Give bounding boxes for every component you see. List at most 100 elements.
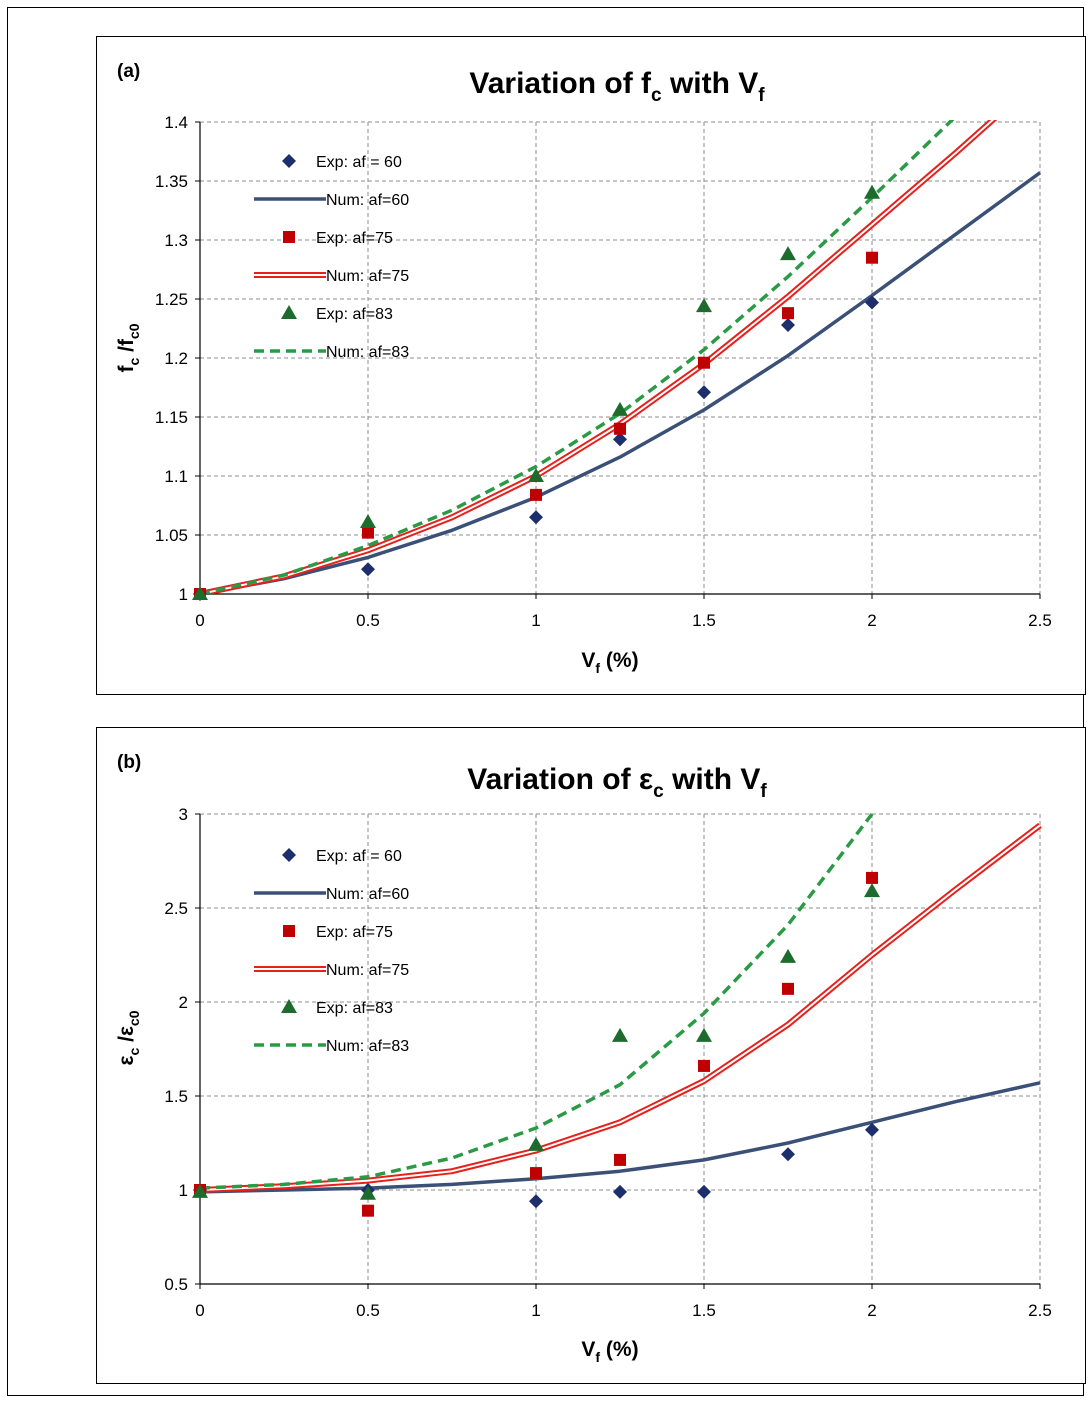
chart-b-xlabel-sub: f (595, 1349, 600, 1365)
chart-b-x-tick-label: 2 (867, 1301, 876, 1320)
chart-a-y-tick-label: 1.35 (155, 172, 188, 191)
chart-a-x-tick-label: 0 (195, 611, 204, 630)
chart-a-point-triangle (864, 184, 880, 199)
chart-b-xlabel-text: V (581, 1338, 595, 1361)
chart-b-ylabel-sub: c (126, 1048, 142, 1056)
chart-a-series-num-af-83 (200, 120, 955, 594)
chart-a-xlabel-text: (%) (600, 649, 639, 672)
chart-a-x-tick-label: 1 (531, 611, 540, 630)
figure-frame: 1 1.05 1.1 1.15 1.2 1.25 1.3 1.35 1.4 0 0.5 1 1.5 2 2.… (7, 7, 1086, 1396)
chart-b-ylabel-text: ε (115, 1055, 138, 1065)
chart-a-point-square (866, 251, 878, 264)
chart-b-title-sub: c (653, 781, 664, 802)
chart-a-ylabel-text: /f (115, 338, 138, 358)
chart-b-legend-label: Num: af=60 (326, 886, 409, 903)
chart-b-title: Variation of εc with Vf (467, 763, 767, 802)
chart-b-x-tick-label: 1.5 (692, 1301, 716, 1320)
chart-a-y-tick-label: 1.05 (155, 526, 188, 545)
chart-b-y-tick-label: 0.5 (164, 1275, 188, 1294)
chart-a-y-tick-label: 1.25 (155, 290, 188, 309)
chart-a-legend-label: Exp: af=75 (316, 230, 393, 247)
chart-a-y-tick-label: 1.4 (164, 113, 188, 132)
chart-a-y-tick-label: 1 (179, 585, 188, 604)
chart-a-x-tick-label: 2.5 (1028, 611, 1052, 630)
chart-a-point-triangle (192, 586, 208, 600)
chart-a-svg: 1 1.05 1.1 1.15 1.2 1.25 1.3 1.35 1.4 0 0.5 1 1.5 2 2.… (115, 61, 1052, 676)
chart-b-x-tick-label: 1 (531, 1301, 540, 1320)
chart-b-plot-area (200, 812, 1042, 1194)
chart-b-y-tick-label: 3 (179, 805, 188, 824)
chart-a-panel-label: (a) (117, 61, 140, 82)
chart-b-ylabel-sub: c0 (126, 1010, 142, 1026)
chart-b-legend-label: Exp: af = 60 (316, 848, 402, 865)
chart-a-x-tick-label: 0.5 (356, 611, 380, 630)
chart-b-title-text: with V (664, 763, 761, 796)
chart-a-title-text: Variation of f (469, 67, 652, 100)
chart-b-point-triangle (696, 1027, 712, 1042)
chart-a-legend-label: Exp: af=83 (316, 306, 393, 323)
chart-a-xlabel-sub: f (595, 660, 600, 676)
chart-b-point-diamond (781, 1147, 795, 1162)
chart-a-xlabel-text: V (581, 649, 595, 672)
chart-b-point-square (362, 1204, 374, 1217)
chart-b-point-triangle (612, 1027, 628, 1042)
chart-b-panel-label: (b) (117, 752, 141, 773)
chart-b-title-text: Variation of ε (467, 763, 653, 796)
chart-b-x-tick-label: 0 (195, 1301, 204, 1320)
chart-b-legend-label: Exp: af=83 (316, 1000, 393, 1017)
chart-a-ylabel-sub: c (126, 358, 142, 366)
chart-a-legend-marker (281, 305, 297, 319)
chart-a-ylabel-sub: c0 (126, 323, 142, 339)
chart-b-point-triangle (780, 948, 796, 963)
chart-a-legend-label: Num: af=75 (326, 268, 409, 285)
chart-a-legend-marker (283, 231, 295, 243)
chart-b-legend-label: Exp: af=75 (316, 924, 393, 941)
chart-a-title-text: with V (662, 67, 759, 100)
chart-a-point-diamond (613, 432, 627, 447)
chart-b-svg: 0.5 1 1.5 2 2.5 3 0 0.5 1 1.5 2 2.5 (b) Variation of … (115, 752, 1052, 1365)
chart-a-point-diamond (529, 510, 543, 525)
chart-a-point-square (782, 307, 794, 320)
chart-a-point-square (362, 526, 374, 539)
chart-a-legend-label: Exp: af = 60 (316, 154, 402, 171)
chart-b-y-tick-label: 1 (179, 1181, 188, 1200)
chart-b-legend-label: Num: af=75 (326, 962, 409, 979)
chart-b-y-tick-label: 2 (179, 993, 188, 1012)
chart-b-point-triangle (528, 1136, 544, 1151)
chart-b-xlabel-text: (%) (600, 1338, 639, 1361)
chart-a-series-num-af-60 (200, 171, 1042, 594)
chart-a-point-triangle (780, 246, 796, 261)
chart-b-legend-marker (281, 999, 297, 1013)
chart-a-y-axis-label: fc /fc0 (115, 323, 142, 372)
chart-b-point-diamond (529, 1194, 543, 1209)
chart-a-point-square (530, 488, 542, 501)
chart-b-title-sub: f (760, 781, 767, 802)
chart-b-y-axis-label: εc /εc0 (115, 1010, 142, 1065)
chart-a-point-square (698, 356, 710, 369)
chart-a-title: Variation of fc with Vf (469, 67, 765, 106)
chart-a-point-diamond (361, 562, 375, 577)
chart-a-x-axis-label: Vf (%) (581, 649, 638, 676)
chart-a-legend-marker (282, 154, 296, 168)
chart-b-series-num-af-83 (200, 812, 874, 1190)
chart-a-point-square (614, 422, 626, 435)
chart-a-y-tick-label: 1.2 (164, 349, 188, 368)
chart-b-legend-marker (283, 925, 295, 937)
chart-panel-a: 1 1.05 1.1 1.15 1.2 1.25 1.3 1.35 1.4 0 0.5 1 1.5 2 2.… (96, 36, 1086, 695)
chart-b-series-num-af-60 (200, 1081, 1041, 1194)
chart-a-y-tick-label: 1.1 (164, 467, 188, 486)
chart-a-point-diamond (865, 295, 879, 310)
chart-a-point-diamond (697, 385, 711, 400)
chart-a-legend-label: Num: af=83 (326, 344, 409, 361)
chart-a-point-triangle (696, 298, 712, 313)
chart-b-series-num-af-75-inner (200, 824, 1041, 1191)
chart-b-x-tick-label: 0.5 (356, 1301, 380, 1320)
chart-b-point-square (530, 1167, 542, 1180)
chart-b-point-triangle (360, 1185, 376, 1200)
chart-a-point-diamond (781, 317, 795, 332)
chart-b-point-diamond (613, 1184, 627, 1199)
chart-panel-b: 0.5 1 1.5 2 2.5 3 0 0.5 1 1.5 2 2.5 (b) Variation of … (96, 727, 1086, 1384)
chart-b-point-triangle (192, 1183, 208, 1198)
chart-a-x-tick-label: 2 (867, 611, 876, 630)
chart-b-point-triangle (864, 883, 880, 898)
